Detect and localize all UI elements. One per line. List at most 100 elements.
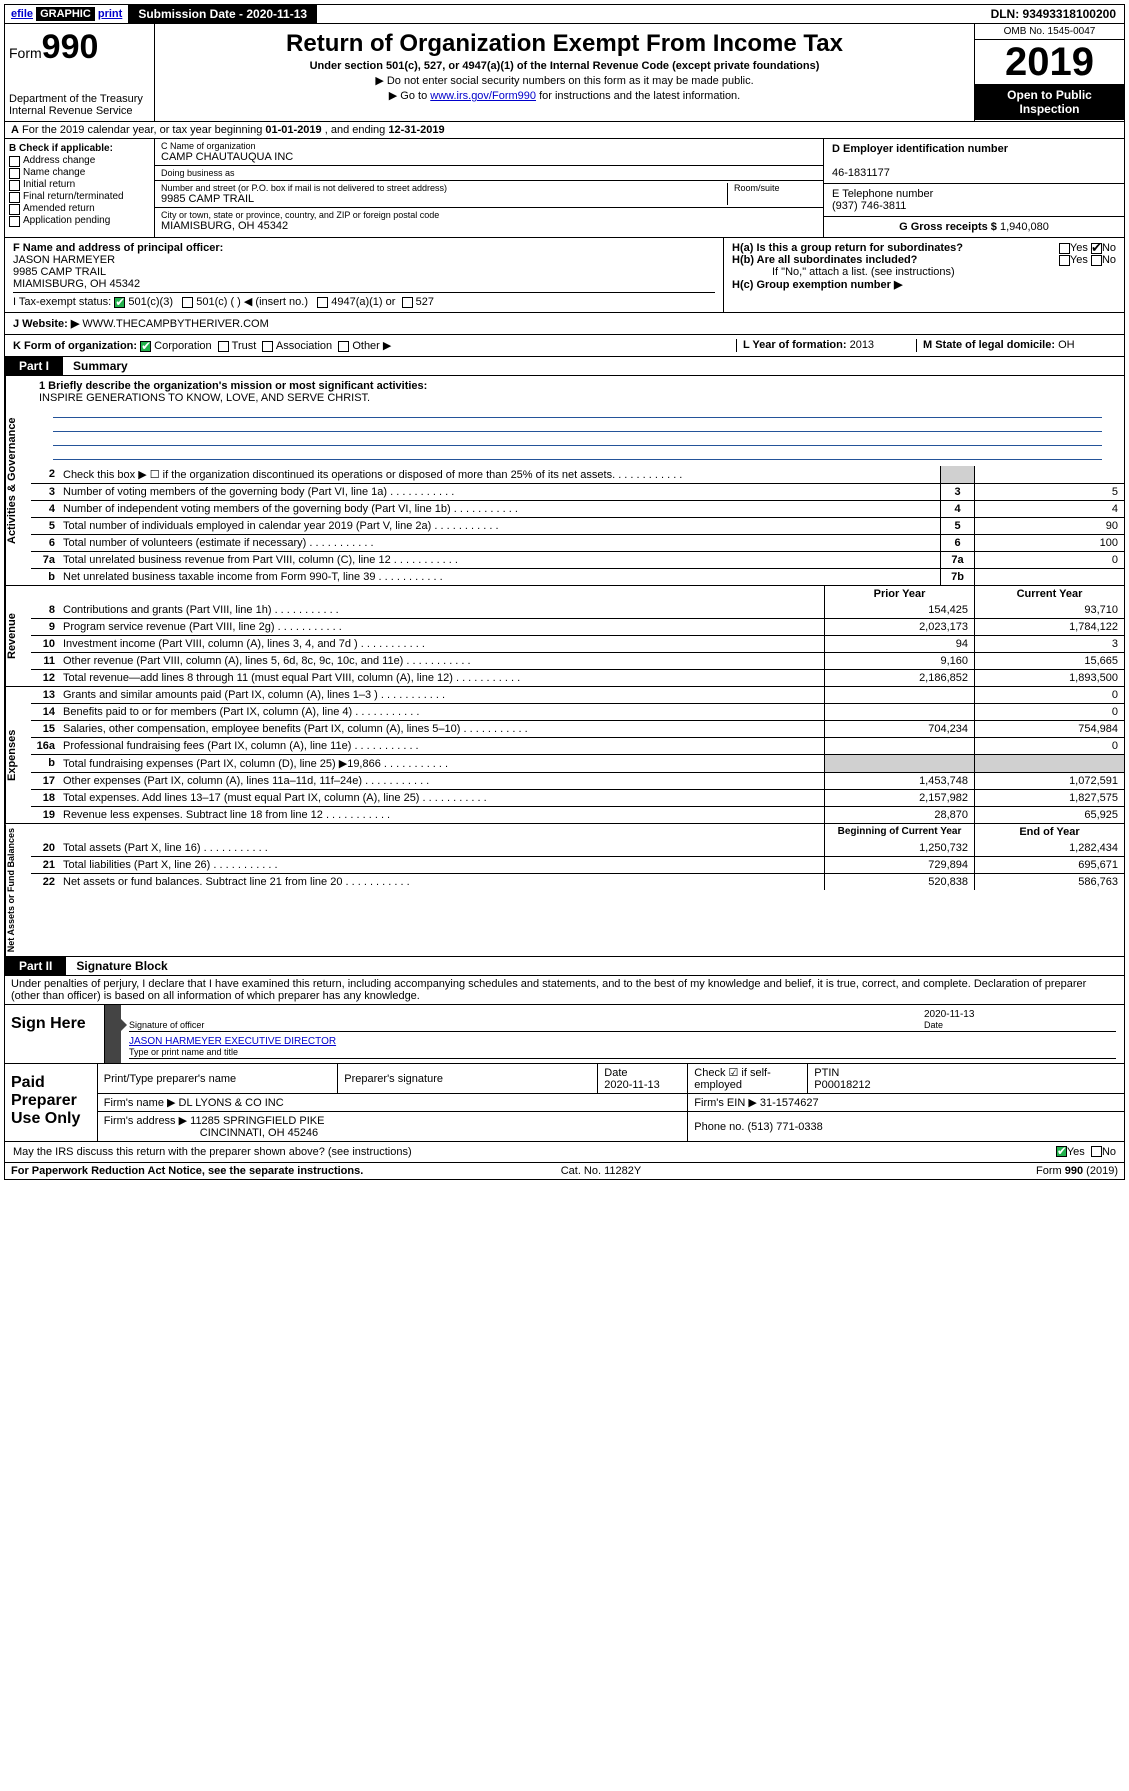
- table-row: 19Revenue less expenses. Subtract line 1…: [31, 806, 1124, 823]
- website-value: WWW.THECAMPBYTHERIVER.COM: [82, 318, 268, 330]
- chk-hb-yes[interactable]: [1059, 255, 1070, 266]
- footer-cat: Cat. No. 11282Y: [561, 1165, 642, 1177]
- gov-line: 7aTotal unrelated business revenue from …: [31, 551, 1124, 568]
- omb-number: OMB No. 1545-0047: [975, 24, 1124, 40]
- net-head: Beginning of Current Year End of Year: [31, 824, 1124, 840]
- irs-link[interactable]: www.irs.gov/Form990: [430, 90, 536, 102]
- head-eoy: End of Year: [974, 824, 1124, 840]
- name-title-label: Type or print name and title: [129, 1047, 238, 1057]
- row-fh: F Name and address of principal officer:…: [4, 238, 1125, 313]
- open-to-public: Open to Public Inspection: [975, 84, 1124, 120]
- revenue-head: Prior Year Current Year: [31, 586, 1124, 602]
- chk-initial-return[interactable]: Initial return: [9, 179, 150, 190]
- form-title: Return of Organization Exempt From Incom…: [163, 30, 966, 58]
- state-domicile: OH: [1058, 339, 1075, 351]
- form-note-ssn: ▶ Do not enter social security numbers o…: [163, 74, 966, 87]
- col-h: H(a) Is this a group return for subordin…: [724, 238, 1124, 312]
- mission-block: 1 Briefly describe the organization's mi…: [31, 376, 1124, 466]
- sig-date: 2020-11-13: [924, 1009, 974, 1020]
- org-name-label: C Name of organization: [161, 141, 817, 151]
- chk-application-pending[interactable]: Application pending: [9, 215, 150, 226]
- table-row: 11Other revenue (Part VIII, column (A), …: [31, 652, 1124, 669]
- prep-date-label: Date: [604, 1067, 627, 1079]
- footer-right: Form 990 (2019): [1036, 1165, 1118, 1177]
- table-row: bTotal fundraising expenses (Part IX, co…: [31, 754, 1124, 772]
- year-formation: 2013: [850, 339, 874, 351]
- chk-ha-yes[interactable]: [1059, 243, 1070, 254]
- header-left: Form990 Department of the Treasury Inter…: [5, 24, 155, 121]
- prep-date: 2020-11-13: [604, 1079, 659, 1091]
- footer-left: For Paperwork Reduction Act Notice, see …: [11, 1165, 363, 1177]
- chk-501c3[interactable]: [114, 297, 125, 308]
- chk-address-change[interactable]: Address change: [9, 155, 150, 166]
- head-prior: Prior Year: [824, 586, 974, 602]
- prep-self-emp: Check ☑ if self-employed: [694, 1067, 771, 1091]
- prep-sig-label: Preparer's signature: [338, 1064, 598, 1094]
- table-row: 9Program service revenue (Part VIII, lin…: [31, 618, 1124, 635]
- dept-treasury: Department of the Treasury Internal Reve…: [9, 93, 150, 117]
- part2-tab: Part II: [5, 957, 66, 975]
- gov-line: 6Total number of volunteers (estimate if…: [31, 534, 1124, 551]
- phone-value: (937) 746-3811: [832, 200, 906, 212]
- ein-label: D Employer identification number: [832, 143, 1008, 155]
- state-domicile-label: M State of legal domicile:: [923, 339, 1055, 351]
- form-header: Form990 Department of the Treasury Inter…: [4, 24, 1125, 122]
- city-value: MIAMISBURG, OH 45342: [161, 220, 817, 232]
- principal-officer: F Name and address of principal officer:…: [5, 238, 724, 312]
- form-note-link: ▶ Go to www.irs.gov/Form990 for instruct…: [163, 89, 966, 102]
- dln: DLN: 93493318100200: [983, 5, 1124, 23]
- chk-trust[interactable]: [218, 341, 229, 352]
- underline: [53, 420, 1102, 432]
- gross-value: 1,940,080: [1000, 221, 1049, 233]
- chk-ha-no[interactable]: [1091, 243, 1102, 254]
- chk-501c[interactable]: [182, 297, 193, 308]
- chk-association[interactable]: [262, 341, 273, 352]
- sig-officer-label: Signature of officer: [129, 1020, 204, 1030]
- table-row: 15Salaries, other compensation, employee…: [31, 720, 1124, 737]
- efile-link[interactable]: efile: [11, 8, 33, 20]
- chk-amended-return[interactable]: Amended return: [9, 203, 150, 214]
- table-row: 20Total assets (Part X, line 16) 1,250,7…: [31, 840, 1124, 856]
- vlabel-expenses: Expenses: [5, 687, 31, 823]
- preparer-block: Paid Preparer Use Only Print/Type prepar…: [4, 1064, 1125, 1142]
- sign-here-block: Sign Here Signature of officer 2020-11-1…: [4, 1005, 1125, 1064]
- table-row: 21Total liabilities (Part X, line 26) 72…: [31, 856, 1124, 873]
- section-governance: Activities & Governance 1 Briefly descri…: [4, 376, 1125, 586]
- chk-final-return[interactable]: Final return/terminated: [9, 191, 150, 202]
- form-prefix: Form: [9, 45, 42, 61]
- chk-other[interactable]: [338, 341, 349, 352]
- gov-line: 3Number of voting members of the governi…: [31, 483, 1124, 500]
- table-row: 8Contributions and grants (Part VIII, li…: [31, 602, 1124, 618]
- ein-value: 46-1831177: [832, 167, 890, 179]
- firm-addr: 11285 SPRINGFIELD PIKE: [190, 1115, 324, 1127]
- table-row: 10Investment income (Part VIII, column (…: [31, 635, 1124, 652]
- row-k-label: K Form of organization:: [13, 340, 137, 352]
- mission-question: 1 Briefly describe the organization's mi…: [39, 380, 427, 392]
- chk-discuss-yes[interactable]: [1056, 1146, 1067, 1157]
- gov-line: bNet unrelated business taxable income f…: [31, 568, 1124, 585]
- chk-corporation[interactable]: [140, 341, 151, 352]
- underline: [53, 448, 1102, 460]
- chk-name-change[interactable]: Name change: [9, 167, 150, 178]
- part2-title: Signature Block: [66, 957, 177, 975]
- mission-text: INSPIRE GENERATIONS TO KNOW, LOVE, AND S…: [39, 392, 370, 404]
- hb-note: If "No," attach a list. (see instruction…: [732, 266, 1116, 278]
- head-boy: Beginning of Current Year: [824, 824, 974, 840]
- underline: [53, 434, 1102, 446]
- efile-print-link[interactable]: print: [98, 8, 122, 20]
- part1-title: Summary: [63, 357, 138, 375]
- preparer-label: Paid Preparer Use Only: [5, 1064, 98, 1141]
- chk-hb-no[interactable]: [1091, 255, 1102, 266]
- gov-line: 4Number of independent voting members of…: [31, 500, 1124, 517]
- section-expenses: Expenses 13Grants and similar amounts pa…: [4, 687, 1125, 824]
- officer-addr2: MIAMISBURG, OH 45342: [13, 278, 140, 290]
- officer-name-link[interactable]: JASON HARMEYER EXECUTIVE DIRECTOR: [129, 1036, 336, 1047]
- chk-527[interactable]: [402, 297, 413, 308]
- vlabel-net: Net Assets or Fund Balances: [5, 824, 31, 956]
- year-formation-label: L Year of formation:: [743, 339, 847, 351]
- chk-discuss-no[interactable]: [1091, 1146, 1102, 1157]
- table-row: 16aProfessional fundraising fees (Part I…: [31, 737, 1124, 754]
- ptin-value: P00018212: [814, 1079, 870, 1091]
- efile-graphic: GRAPHIC: [36, 7, 95, 21]
- chk-4947[interactable]: [317, 297, 328, 308]
